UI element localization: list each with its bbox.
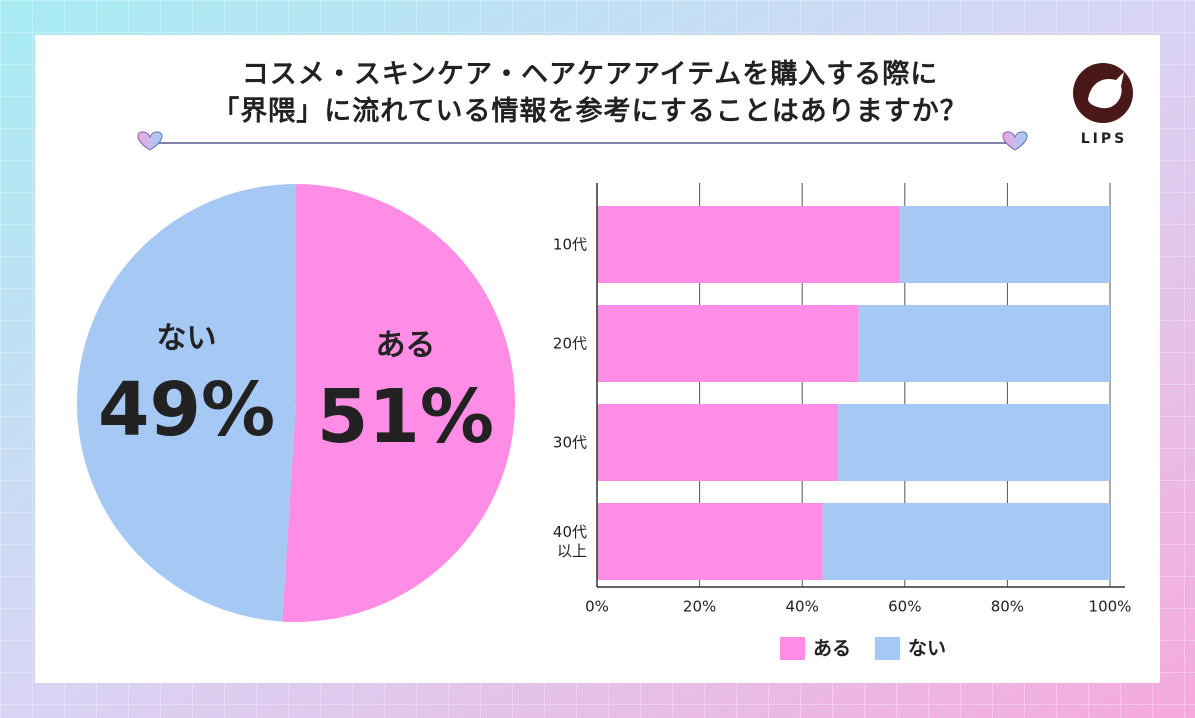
y-tick-label: 30代: [552, 433, 587, 451]
bar-segment: [597, 206, 900, 283]
y-tick-label: 10代: [552, 235, 587, 253]
logo-text: LIPS: [1081, 131, 1127, 147]
y-tick-label: 20代: [552, 334, 587, 352]
legend-label: ない: [908, 638, 946, 660]
heart-icon: [137, 131, 163, 151]
x-tick-label: 20%: [683, 598, 716, 616]
y-tick-label: 40代 以上: [552, 522, 587, 560]
chart-title: コスメ・スキンケア・ヘアケアアイテムを購入する際に 「界隈」に流れている情報を参…: [212, 59, 968, 127]
slice-value-label: 49%: [98, 367, 275, 453]
bar-segment: [822, 503, 1110, 580]
heart-icon: [1002, 131, 1028, 151]
x-tick-label: 80%: [991, 598, 1024, 616]
bar-segment: [899, 206, 1110, 283]
legend-swatch: [875, 637, 900, 660]
legend-label: ある: [813, 638, 851, 660]
bar-segment: [858, 305, 1110, 382]
x-tick-label: 60%: [888, 598, 921, 616]
x-tick-label: 100%: [1089, 598, 1132, 616]
slice-label: ない: [157, 321, 217, 356]
slice-label: ある: [375, 328, 435, 363]
bar-segment: [597, 404, 839, 481]
bar-segment: [838, 404, 1110, 481]
slice-value-label: 51%: [317, 374, 494, 460]
bar-segment: [597, 305, 859, 382]
logo-shape: [1088, 72, 1124, 109]
legend-swatch: [780, 637, 805, 660]
x-tick-label: 0%: [585, 598, 609, 616]
pie-slice: [76, 184, 296, 622]
pie-slice: [282, 184, 515, 622]
bar-segment: [597, 503, 823, 580]
x-tick-label: 40%: [786, 598, 819, 616]
